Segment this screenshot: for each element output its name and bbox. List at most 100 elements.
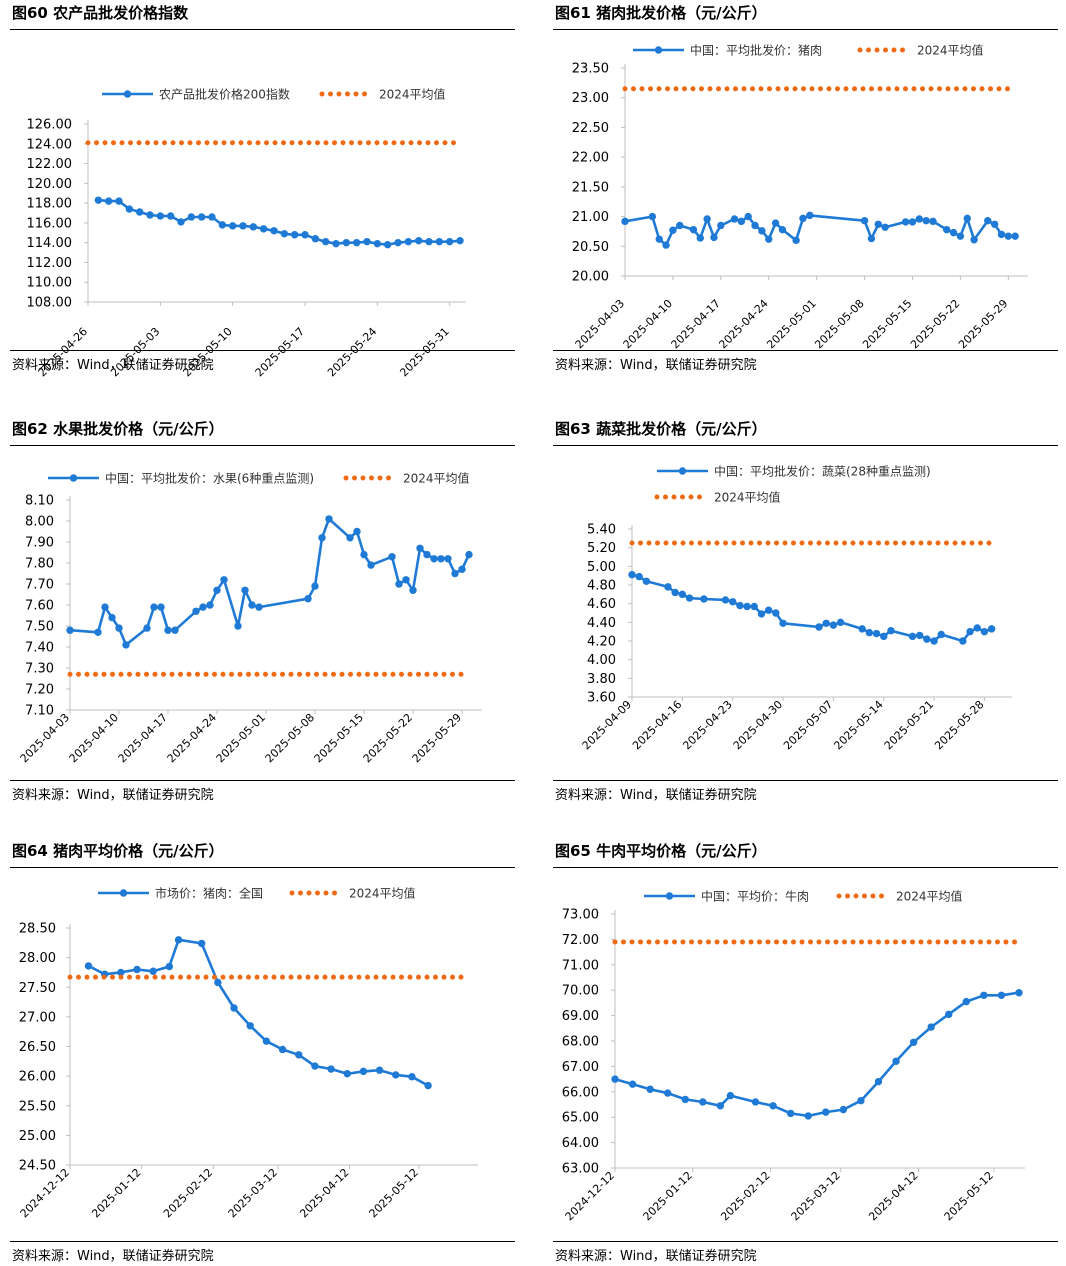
data-point [360,550,368,559]
source-note: 资料来源：Wind，联储证券研究院 [555,358,757,373]
data-point [197,939,206,948]
y-tick-label: 7.80 [25,557,54,572]
data-point [1015,989,1023,997]
data-point [963,214,971,223]
chart-panel-pork-wholesale: 图61 猪肉批发价格（元/公斤） 20.00 20.50 21.00 21.50 22.… [553,0,1058,400]
data-point [1011,232,1019,240]
data-point [908,632,917,641]
y-tick-label: 7.30 [25,662,54,677]
data-point [966,627,974,636]
y-tick-label: 73.00 [562,908,599,923]
data-point [108,613,116,622]
x-tick-label: 2025-05-29 [956,297,1010,351]
data-point [230,1004,238,1012]
data-point [311,582,319,590]
data-point [621,217,629,226]
chart-panel-pork-average: 图64 猪肉平均价格（元/公斤） 24.50 25.00 25.50 26.00 26.… [10,838,515,1264]
data-point [737,217,746,226]
x-tick-label: 2025-01-12 [89,1166,143,1220]
data-point [146,211,154,219]
data-point [241,586,249,594]
x-tick-label: 2025-04-10 [621,297,675,351]
legend-label: 农产品批发价格200指数 [159,87,290,102]
data-point [465,550,473,559]
data-point [945,1010,953,1019]
data-point [295,1051,303,1059]
y-tick-label: 70.00 [562,984,599,999]
legend-marker [654,46,663,54]
data-point [839,1105,848,1114]
y-tick-label: 3.80 [587,672,616,687]
data-point [867,234,876,243]
y-tick-label: 124.00 [27,137,73,152]
line-chart: 24.50 25.00 25.50 26.00 26.50 27.00 27.50 28.00… [18,886,478,1220]
data-point [716,1102,725,1110]
data-point [689,225,698,234]
data-point [375,1066,384,1074]
x-tick-label: 2025-04-16 [630,698,684,752]
y-tick-label: 114.00 [27,236,73,251]
y-tick-label: 20.50 [572,240,609,255]
x-tick-label: 2024-12-12 [18,1166,72,1220]
data-point [990,220,999,228]
data-point [710,233,718,242]
data-point [786,1109,795,1118]
data-point [451,569,459,578]
x-tick-label: 2025-04-12 [297,1166,351,1220]
x-tick-label: 2025-04-23 [680,698,734,752]
data-point [930,637,938,645]
data-point [970,236,978,244]
y-tick-label: 7.60 [25,599,54,614]
y-tick-label: 23.50 [572,62,609,77]
data-point [402,576,410,584]
line-chart: 108.00 110.00 112.00 114.00 116.00 118.00 120.… [27,87,466,379]
data-point [270,227,278,235]
data-point [836,618,845,627]
data-point [696,234,704,242]
data-point [321,237,330,246]
legend-marker [69,474,78,482]
chart-title: 图65 牛肉平均价格（元/公斤） [555,842,767,860]
data-point [730,215,739,223]
data-point [717,221,725,230]
data-point [409,586,417,594]
x-tick-label: 2025-04-12 [866,1169,920,1223]
data-point [239,222,247,230]
line-chart: 20.00 20.50 21.00 21.50 22.00 22.50 23.00 23.50… [572,43,1028,351]
data-point [822,1108,830,1116]
chart-title: 图64 猪肉平均价格（元/公斤） [12,842,224,860]
series-line [87,938,429,1087]
data-point [84,962,93,970]
chart-panel-vegetable-wholesale: 图63 蔬菜批发价格（元/公斤） 3.60 3.80 4.00 4.20 4.40 4.6… [553,416,1058,816]
data-point [908,218,917,226]
source-note: 资料来源：Wind，联储证券研究院 [555,788,757,803]
series-line [98,198,461,246]
data-point [367,561,375,569]
y-tick-label: 8.00 [25,515,54,530]
y-tick-label: 27.00 [19,1010,56,1025]
data-point [408,1073,416,1081]
data-point [681,1095,689,1104]
data-point [642,577,651,585]
x-tick-label: 2025-05-22 [361,711,415,765]
y-tick-label: 3.60 [587,691,616,706]
y-tick-label: 28.50 [19,922,56,937]
data-point [165,962,174,971]
data-point [949,228,958,237]
data-point [806,211,814,220]
data-point [648,212,657,221]
y-tick-label: 22.50 [572,121,609,136]
data-point [663,1089,672,1097]
data-point [655,235,663,243]
data-point [765,235,773,243]
y-tick-label: 24.50 [19,1159,56,1174]
y-tick-label: 112.00 [27,256,73,271]
data-point [857,1096,865,1105]
data-point [424,1081,432,1090]
data-point [423,550,431,559]
data-point [922,217,930,225]
data-point [901,218,910,226]
data-point [671,588,679,597]
y-tick-label: 4.00 [587,653,616,668]
data-point [858,625,866,633]
